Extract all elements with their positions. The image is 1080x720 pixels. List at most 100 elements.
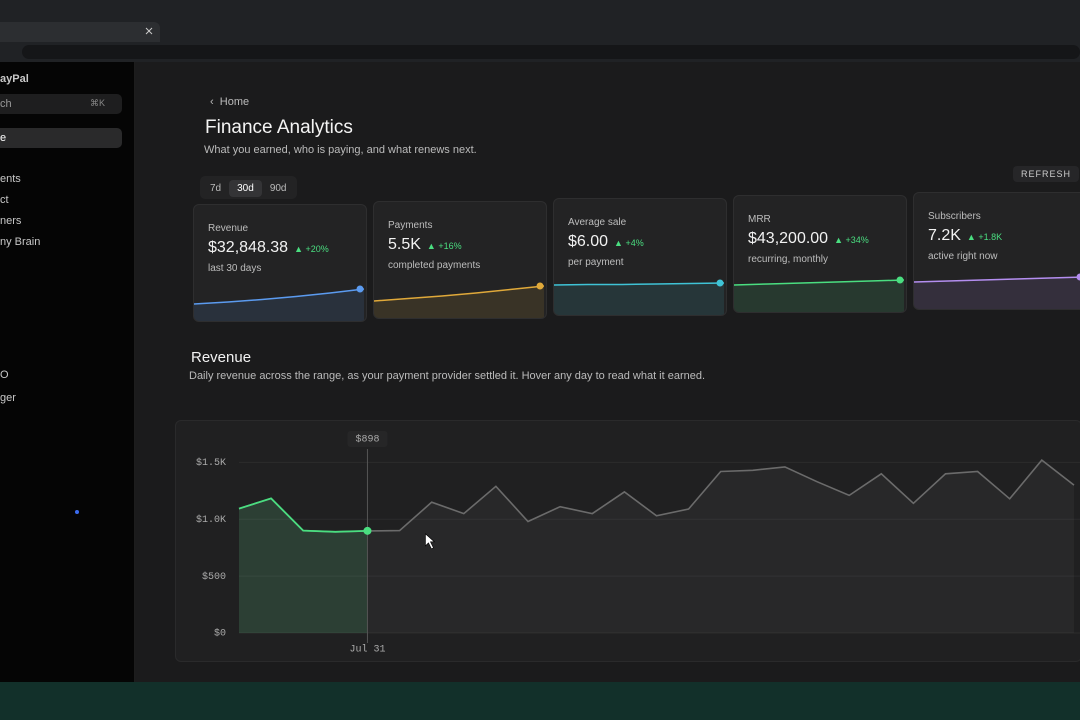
kpi-card: Subscribers 7.2K ▲ +1.8K active right now — [913, 192, 1080, 310]
sparkline-chart — [914, 273, 1080, 309]
sparkline-area — [914, 277, 1080, 309]
section-description: Daily revenue across the range, as your … — [189, 370, 706, 382]
nav-item[interactable]: e — [0, 128, 122, 148]
sparkline-area — [194, 289, 364, 321]
kpi-delta-text: +4% — [625, 238, 644, 248]
tooltip-label: $898 — [355, 434, 379, 446]
kpi-caption: per payment — [568, 257, 624, 268]
cursor-icon — [425, 533, 436, 550]
sparkline — [554, 282, 725, 286]
x-tick-label: Jul 31 — [349, 644, 385, 656]
sparkline-chart — [374, 282, 545, 318]
nav-item[interactable]: ny Brain — [0, 232, 122, 252]
kpi-value-text: 7.2K — [928, 227, 961, 244]
sparkline-area — [734, 280, 904, 312]
nav-item[interactable]: ents — [0, 169, 122, 189]
kpi-delta: ▲ +4% — [614, 238, 644, 248]
sparkline-end — [1076, 273, 1080, 281]
nav-item-label: O — [0, 369, 9, 381]
nav-item[interactable]: O — [0, 365, 122, 385]
kpi-value: $43,200.00 ▲ +34% — [748, 230, 869, 248]
desktop-background — [0, 682, 1080, 720]
kpi-card: MRR $43,200.00 ▲ +34% recurring, monthly — [733, 195, 907, 313]
y-tick-label: $500 — [202, 571, 226, 583]
nav-item[interactable]: ners — [0, 211, 122, 231]
search-placeholder: ch — [0, 98, 12, 110]
sparkline-chart — [734, 276, 905, 312]
breadcrumb[interactable]: ‹ Home — [210, 96, 250, 108]
sparkline — [734, 279, 905, 286]
nav-item-label: ct — [0, 194, 9, 206]
sparkline-end — [716, 279, 724, 287]
line — [238, 458, 1075, 533]
browser-tab[interactable] — [0, 22, 160, 42]
kpi-delta-text: +34% — [845, 235, 869, 245]
sparkline-chart — [554, 279, 725, 315]
tab-close-icon[interactable] — [0, 22, 160, 42]
address-bar[interactable] — [22, 45, 1080, 59]
hover-point — [363, 526, 372, 535]
kpi-value: 5.5K ▲ +16% — [388, 236, 462, 254]
sparkline — [374, 285, 545, 302]
kpi-caption: completed payments — [388, 260, 481, 271]
y-tick-label: $1.0K — [196, 514, 226, 526]
kpi-label: MRR — [748, 214, 771, 225]
kpi-caption: active right now — [928, 251, 998, 262]
nav-item[interactable]: ct — [0, 190, 122, 210]
kpi-value-text: $6.00 — [568, 233, 609, 250]
range-picker: 7d 30d 90d — [200, 176, 297, 199]
kpi-value: $32,848.38 ▲ +20% — [208, 239, 329, 257]
status-dot — [75, 510, 79, 514]
tooltip-box — [347, 431, 388, 447]
y-tick-label: $0 — [214, 628, 226, 640]
kpi-value: 7.2K ▲ +1.8K — [928, 227, 1002, 245]
kpi-caption: last 30 days — [208, 263, 262, 274]
sparkline-area — [374, 286, 544, 318]
kpi-card: Payments 5.5K ▲ +16% completed payments — [373, 201, 547, 319]
shortcut: ⌘K — [90, 98, 106, 108]
kpi-delta: ▲ +34% — [834, 235, 869, 245]
kpi-value: $6.00 ▲ +4% — [568, 233, 644, 251]
page-subtitle: What you earned, who is paying, and what… — [204, 144, 477, 156]
kpi-delta: ▲ +20% — [294, 244, 329, 254]
kpi-delta: ▲ +1.8K — [966, 232, 1003, 242]
kpi-delta: ▲ +16% — [426, 241, 462, 251]
nav-item[interactable]: ger — [0, 388, 122, 408]
sparkline-chart — [194, 285, 365, 321]
kpi-delta-text: +20% — [305, 244, 329, 254]
nav-item-label: ents — [0, 173, 21, 185]
kpi-label: Average sale — [568, 217, 627, 228]
brand: ayPal — [0, 73, 29, 85]
main: ‹ Home Finance Analytics What you earned… — [135, 62, 1080, 682]
kpi-caption: recurring, monthly — [748, 254, 829, 265]
range-option[interactable]: 7d — [210, 183, 222, 194]
revenue-chart: $0 $500 $1.0K $1.5K Jul 31 $898 — [175, 420, 1080, 662]
sparkline — [914, 276, 1080, 283]
nav-item-label: ners — [0, 215, 22, 227]
sparkline-area — [554, 283, 724, 315]
highlight-area — [239, 498, 368, 633]
kpi-card: Revenue $32,848.38 ▲ +20% last 30 days — [193, 204, 367, 322]
breadcrumb-text[interactable]: Home — [219, 96, 250, 108]
kpi-label: Subscribers — [928, 211, 981, 222]
kpi-card: Average sale $6.00 ▲ +4% per payment — [553, 198, 727, 316]
range-option[interactable]: 90d — [269, 183, 287, 194]
sparkline — [194, 288, 365, 305]
line-area — [239, 460, 1074, 633]
nav-item-label: e — [0, 132, 7, 144]
kpi-label: Revenue — [208, 223, 249, 234]
section-title: Revenue — [191, 349, 252, 366]
sparkline-end — [356, 285, 364, 293]
search-box[interactable]: ch ⌘K — [0, 94, 122, 114]
kpi-delta-text: +16% — [438, 241, 462, 251]
kpi-delta-text: +1.8K — [978, 232, 1003, 242]
highlight-line — [238, 497, 368, 533]
range-option[interactable]: 30d — [229, 180, 262, 197]
kpi-value-text: 5.5K — [388, 236, 421, 253]
page-title: Finance Analytics — [205, 117, 353, 138]
sparkline-end — [536, 282, 544, 290]
nav-item-label: ger — [0, 392, 16, 404]
refresh-button[interactable]: REFRESH — [1013, 166, 1080, 182]
